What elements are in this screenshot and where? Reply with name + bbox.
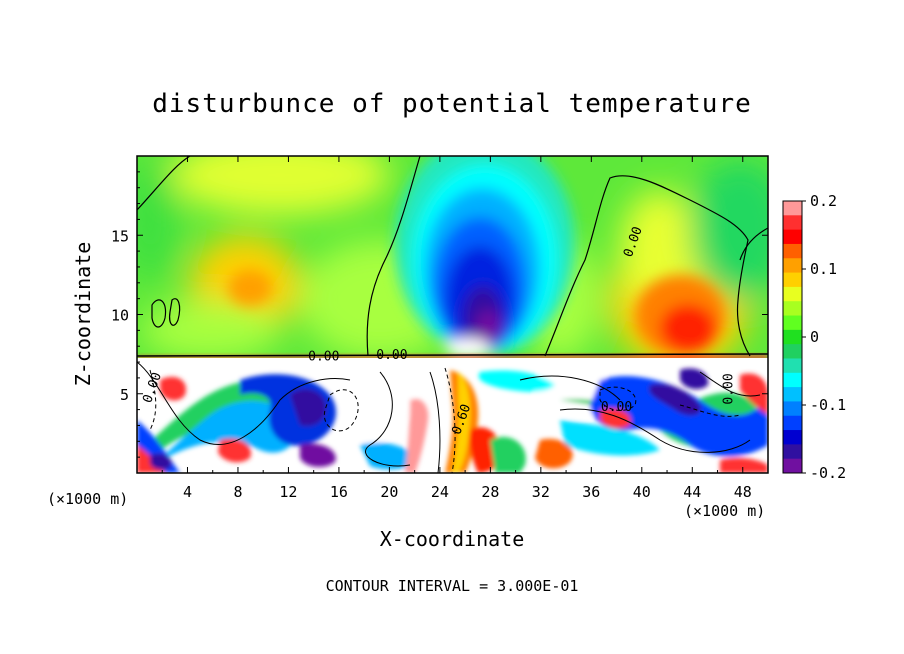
colorbar-tick-label: -0.1 xyxy=(810,396,846,414)
colorbar-tick-label: -0.2 xyxy=(810,464,846,482)
colorbar-swatch xyxy=(783,301,802,317)
x-axis-label: X-coordinate xyxy=(380,527,525,551)
colorbar-swatch xyxy=(783,229,802,245)
contour-label: 0.00 xyxy=(722,373,737,404)
colorbar-swatch xyxy=(783,444,802,460)
colorbar-tick-label: 0 xyxy=(810,328,819,346)
contour-label: 0.00 xyxy=(601,400,632,415)
colorbar-tick-label: 0.2 xyxy=(810,192,837,210)
colorbar-swatch xyxy=(783,401,802,417)
y-axis-label: Z-coordinate xyxy=(71,242,95,387)
colorbar-swatch xyxy=(783,243,802,259)
x-tick-label: 20 xyxy=(380,483,398,501)
x-tick-label: 4 xyxy=(183,483,192,501)
x-tick-label: 32 xyxy=(532,483,550,501)
colorbar-swatch xyxy=(783,458,802,474)
upper-field xyxy=(137,156,768,358)
lower-field xyxy=(137,358,768,473)
x-tick-label: 28 xyxy=(481,483,499,501)
colorbar-swatch xyxy=(783,415,802,431)
x-tick-label: 12 xyxy=(279,483,297,501)
x-tick-label: 48 xyxy=(734,483,752,501)
colorbar-tick-label: 0.1 xyxy=(810,260,837,278)
x-tick-label: 44 xyxy=(683,483,701,501)
x-axis: 4 8 12 16 20 24 28 32 36 40 44 48 xyxy=(161,156,752,501)
y-tick-label: 15 xyxy=(111,227,129,245)
x-tick-label: 8 xyxy=(233,483,242,501)
upper-contours xyxy=(137,156,768,357)
contour-label: 0.00 xyxy=(308,349,339,364)
colorbar-swatch xyxy=(783,258,802,274)
contour-interval-note: CONTOUR INTERVAL = 3.000E-01 xyxy=(326,577,579,595)
x-axis-unit-left: (×1000 m) xyxy=(47,490,128,508)
x-tick-label: 16 xyxy=(330,483,348,501)
x-tick-label: 40 xyxy=(633,483,651,501)
colorbar-swatch xyxy=(783,201,802,216)
colorbar-swatch xyxy=(783,430,802,445)
colorbar-swatch xyxy=(783,387,802,402)
colorbar-swatch xyxy=(783,372,802,388)
colorbar-swatch xyxy=(783,215,802,231)
y-tick-label: 5 xyxy=(120,386,129,404)
colorbar-swatch xyxy=(783,315,802,331)
colorbar-swatch xyxy=(783,286,802,302)
y-axis: 5 10 15 xyxy=(111,171,768,458)
y-tick-label: 10 xyxy=(111,307,129,325)
colorbar-swatch xyxy=(783,358,802,374)
chart-title: disturbunce of potential temperature xyxy=(152,89,752,119)
colorbar-swatch xyxy=(783,344,802,359)
colorbar-swatch xyxy=(783,272,802,288)
colorbar-swatch xyxy=(783,329,802,345)
x-tick-label: 24 xyxy=(431,483,449,501)
x-tick-label: 36 xyxy=(582,483,600,501)
x-axis-unit-right: (×1000 m) xyxy=(684,502,765,520)
contour-label: 0.00 xyxy=(376,348,407,363)
colorbar: 0.2 0.1 0 -0.1 -0.2 xyxy=(782,192,846,482)
